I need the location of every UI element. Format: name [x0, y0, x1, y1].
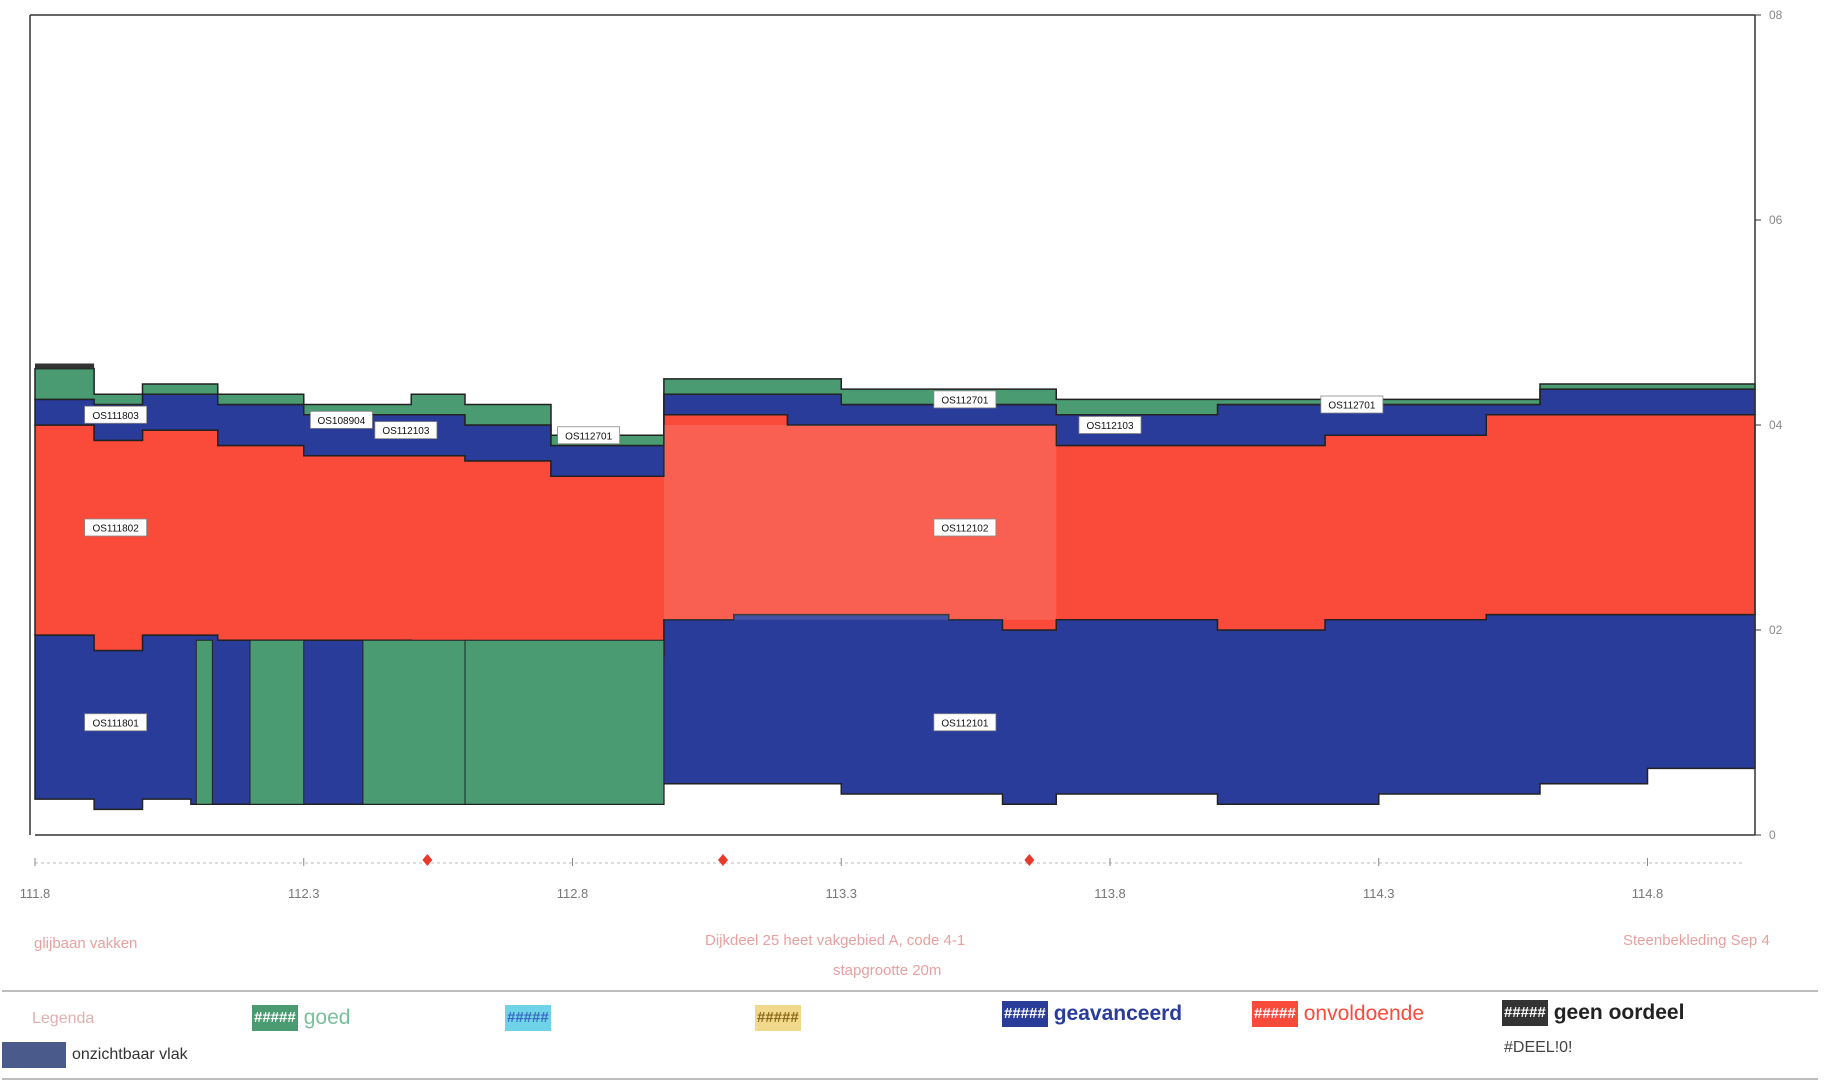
footer-center-2: stapgrootte 20m	[833, 962, 942, 979]
legend-note: #DEEL!0!	[1504, 1039, 1573, 1056]
region-label: OS111803	[92, 411, 139, 422]
strip-goed-3	[464, 639, 665, 805]
y-tick-label: 06	[1769, 213, 1783, 227]
region-label: OS112103	[1086, 421, 1134, 432]
region-label: OS112103	[382, 426, 430, 437]
strip-goed-0	[195, 639, 213, 805]
region-label-box	[84, 713, 148, 732]
region-label-box	[84, 518, 148, 537]
x-tick-label: 113.8	[1094, 886, 1126, 901]
legend-item-onzichtbaar-vlak: onzichtbaar vlak	[2, 1042, 188, 1068]
legend-swatch: #####	[755, 1005, 801, 1031]
region-label: OS112701	[1328, 401, 1376, 412]
legend-swatch: #####	[1502, 1000, 1548, 1026]
region-label-box	[309, 410, 373, 429]
region-label-box	[374, 421, 438, 440]
legend-swatch: #####	[505, 1005, 551, 1031]
legend-item-yellow: #####	[755, 1005, 807, 1031]
x-tick-label: 114.3	[1363, 886, 1395, 901]
legend-item-geavanceerd: ##### geavanceerd	[1002, 1001, 1183, 1027]
region-label-box	[557, 426, 621, 445]
region-label: OS112701	[565, 431, 613, 442]
legend-swatch: #####	[1252, 1001, 1298, 1027]
region-label-box	[1078, 416, 1142, 434]
region-label-box	[84, 405, 148, 424]
x-tick-label: 112.8	[557, 886, 589, 901]
marker-diamond	[718, 854, 728, 866]
region-label-box	[933, 390, 997, 409]
strip-goed-2	[362, 639, 466, 805]
x-tick-label: 111.8	[20, 886, 51, 901]
x-tick-label: 114.8	[1632, 886, 1664, 901]
legend-swatch: #####	[1002, 1001, 1048, 1027]
strip-goed-1	[249, 639, 305, 805]
region-label: OS112101	[941, 718, 989, 729]
chart: 0 02 04 06 08 111.8 112.3 112.8 113.3 113.8 114.3 1…	[20, 8, 1783, 901]
region-label-box	[1320, 395, 1384, 414]
footer-center: Dijkdeel 25 heet vakgebied A, code 4-1	[705, 932, 966, 949]
legend-item-goed: ##### goed	[252, 1005, 351, 1031]
y-tick-label: 02	[1769, 623, 1783, 637]
region-labels: OS111801 OS111802 OS111803 OS108904 OS112103…	[84, 390, 1384, 732]
legend-title: Legenda	[32, 1010, 95, 1027]
legend: Legenda ##### goed ##### ##### ##### gea…	[2, 990, 1818, 1080]
footer-left: glijbaan vakken	[34, 935, 138, 952]
y-tick-label: 08	[1769, 8, 1783, 22]
marker-diamond	[1024, 854, 1035, 866]
axes: 0 02 04 06 08 111.8 112.3 112.8 113.3 113.8 114.3 1…	[20, 8, 1783, 901]
region-label: OS111802	[92, 524, 139, 535]
plot-area	[34, 363, 1756, 811]
band-geen-oordeel	[35, 363, 95, 369]
y-tick-label: 0	[1769, 828, 1776, 842]
legend-swatch	[2, 1042, 66, 1068]
region-label: OS108904	[317, 416, 365, 427]
x-tick-label: 113.3	[825, 886, 857, 901]
marker-diamond	[422, 854, 433, 866]
region-label-box	[933, 713, 997, 732]
region-label: OS112701	[941, 395, 989, 406]
region-label: OS112102	[941, 524, 989, 535]
region-label-box	[933, 518, 997, 537]
legend-swatch: #####	[252, 1005, 298, 1031]
y-tick-label: 04	[1769, 418, 1783, 432]
legend-item-onvoldoende: ##### onvoldoende	[1252, 1001, 1424, 1027]
band-highlight	[663, 425, 1057, 620]
legend-item-geen-oordeel: ##### geen oordeel	[1502, 1000, 1685, 1026]
x-tick-label: 112.3	[288, 886, 320, 901]
footer-right: Steenbekleding Sep 4	[1623, 932, 1770, 949]
region-label: OS111801	[92, 718, 139, 729]
legend-item-cyan: #####	[505, 1005, 557, 1031]
